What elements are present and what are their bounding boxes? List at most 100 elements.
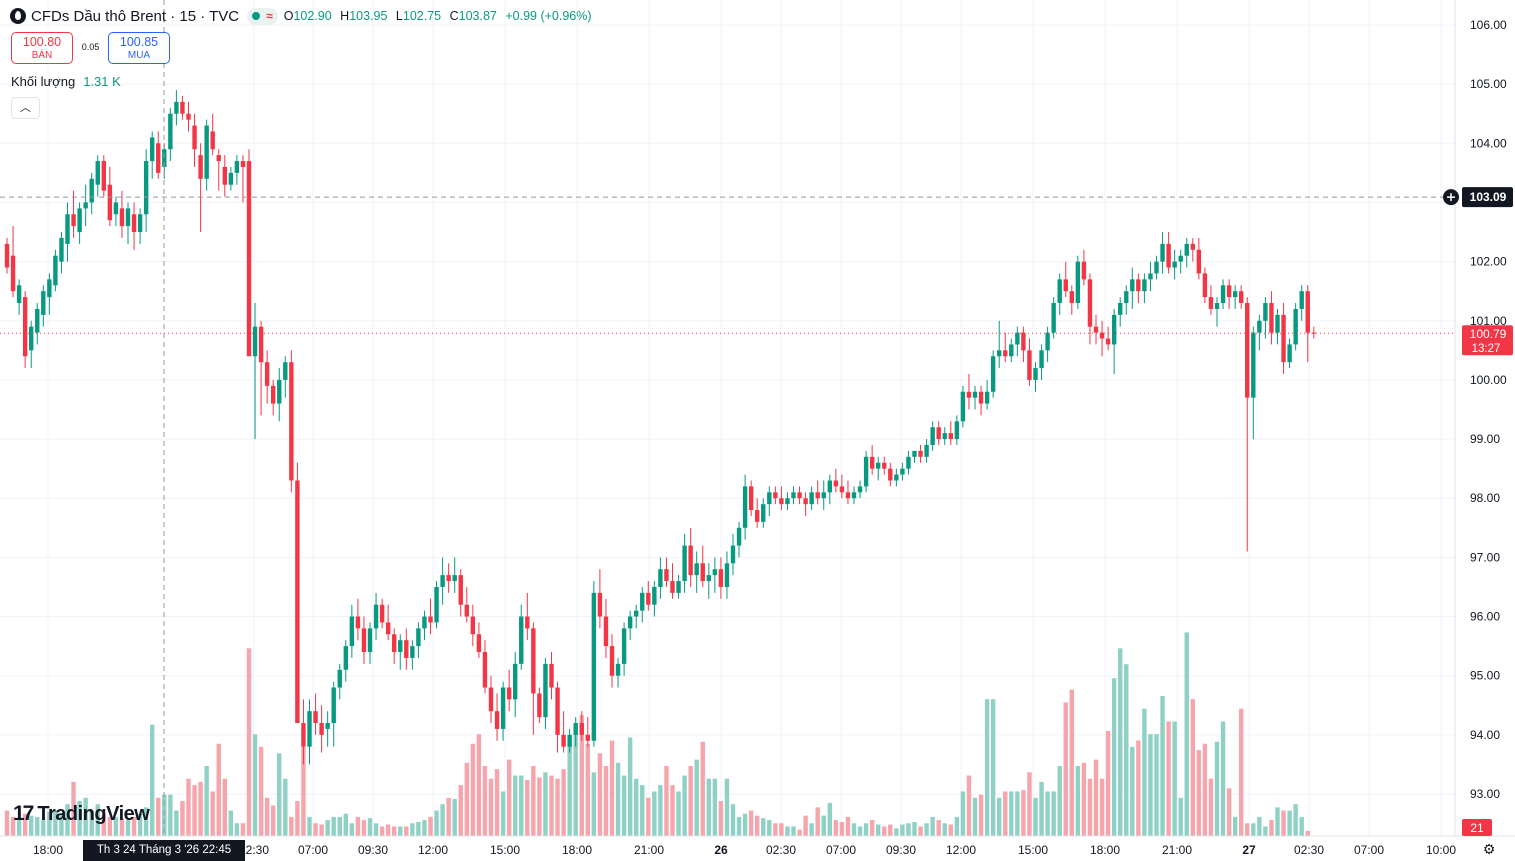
candle-body <box>918 450 923 457</box>
volume-bar <box>4 810 10 836</box>
candle-body <box>755 510 760 522</box>
candle-body <box>1245 303 1250 398</box>
volume-bar <box>785 826 790 836</box>
price-axis[interactable]: 93.00 94.00 95.00 96.00 97.00 98.00 99.00 100.0… <box>1454 0 1515 861</box>
open-value: 102.90 <box>293 9 332 23</box>
volume-bar <box>234 823 240 836</box>
volume-bar <box>1021 790 1026 836</box>
candle-body <box>240 161 246 167</box>
volume-bar <box>337 816 342 836</box>
candle-body <box>1190 243 1195 250</box>
volume-bar <box>416 822 421 836</box>
volume-bar <box>1051 791 1056 836</box>
volume-bar <box>658 785 663 836</box>
volume-bar <box>137 813 143 836</box>
volume-bar <box>246 648 252 836</box>
volume-bar <box>252 734 258 836</box>
candle-body <box>646 592 651 605</box>
volume-bar <box>627 737 633 836</box>
volume-bar <box>561 769 566 836</box>
candle-body <box>882 462 887 469</box>
candle-body <box>791 492 796 499</box>
time-tick-label: 18:00 <box>33 843 63 857</box>
price-tick-label: 95.00 <box>1470 669 1500 683</box>
volume-bar <box>240 823 246 836</box>
volume-bar <box>458 785 463 836</box>
volume-bar <box>1136 740 1141 836</box>
volume-bar <box>1305 830 1310 836</box>
volume-bar <box>1202 743 1208 836</box>
volume-bar <box>1166 721 1171 836</box>
crosshair-time-label: Th 3 24 Tháng 3 '26 22:45 <box>83 840 245 861</box>
volume-bar <box>168 794 173 836</box>
symbol-legend[interactable]: CFDs Dầu thô Brent · 15 · TVC ≈ O102.90 … <box>10 5 597 27</box>
volume-bars <box>4 632 1310 836</box>
volume-bar <box>537 777 542 836</box>
candle-body <box>555 687 560 735</box>
volume-bar <box>488 778 494 836</box>
candle-body <box>319 723 324 735</box>
time-tick-label: 02:30 <box>766 843 796 857</box>
symbol-title[interactable]: CFDs Dầu thô Brent · 15 · TVC <box>31 7 240 25</box>
candle-body <box>89 178 94 203</box>
volume-bar <box>543 772 548 836</box>
candle-body <box>664 569 669 582</box>
collapse-legend-button[interactable]: ︿ <box>11 97 40 119</box>
gear-icon[interactable]: ⚙ <box>1482 841 1496 857</box>
candle-body <box>458 575 463 605</box>
grid <box>0 0 1455 836</box>
sell-label: BÁN <box>31 50 53 61</box>
candle-body <box>440 575 445 587</box>
volume-bar <box>307 816 312 836</box>
volume-bar <box>1172 721 1177 836</box>
candle-body <box>367 628 373 653</box>
volume-bar <box>1220 721 1226 836</box>
candle-body <box>1148 273 1153 280</box>
candle-body <box>567 734 572 747</box>
candle-body <box>222 166 227 185</box>
buy-button[interactable]: 100.85 MUA <box>108 32 170 64</box>
candle-body <box>1057 279 1062 304</box>
candle-body <box>361 628 367 653</box>
volume-bar <box>882 826 887 836</box>
candle-body <box>1257 320 1262 333</box>
volume-bar <box>101 813 106 836</box>
volume-bar <box>1257 816 1262 836</box>
last-price-bg <box>1462 325 1513 356</box>
volume-bar <box>204 766 209 836</box>
volume-bar <box>385 824 391 836</box>
candle-body <box>258 326 264 363</box>
crosshair-price-label: 103.09 <box>1470 190 1507 204</box>
last-price-label: 100.79 <box>1470 327 1507 341</box>
candle-body <box>59 237 64 262</box>
volume-bar <box>682 775 687 836</box>
volume-bar <box>41 820 46 836</box>
candle-body <box>446 575 451 582</box>
candle-body <box>53 255 58 286</box>
volume-bar <box>1063 702 1068 836</box>
tradingview-logo[interactable]: 17 TradingView <box>13 802 150 826</box>
candle-body <box>670 581 675 593</box>
sell-button[interactable]: 100.80 BÁN <box>11 32 73 64</box>
volume-bar <box>143 807 149 836</box>
candle-body <box>912 450 917 457</box>
candle-body <box>1311 332 1316 334</box>
time-axis[interactable]: 18:00 22:30 07:00 09:30 12:00 15:00 18:00 21:00… <box>0 835 1515 857</box>
candle-body <box>452 575 457 582</box>
candle-body <box>597 592 603 617</box>
volume-bar <box>1160 696 1165 836</box>
volume-legend[interactable]: Khối lượng 1.31 K <box>11 74 121 89</box>
volume-bar <box>150 724 155 836</box>
candle-body <box>65 214 70 244</box>
candle-body <box>1021 332 1026 351</box>
volume-bar <box>277 753 282 836</box>
market-status-pill[interactable]: ≈ <box>247 7 278 25</box>
candle-body <box>543 663 548 718</box>
candle-body <box>821 492 826 499</box>
volume-bar <box>1263 826 1268 836</box>
volume-bar <box>264 797 270 836</box>
candle-body <box>1232 291 1238 298</box>
candle-body <box>1105 338 1111 345</box>
candle-body <box>730 545 736 564</box>
